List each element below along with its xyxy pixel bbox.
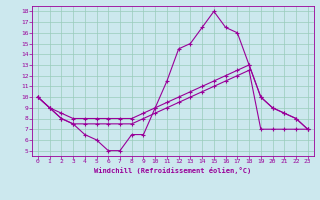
X-axis label: Windchill (Refroidissement éolien,°C): Windchill (Refroidissement éolien,°C) — [94, 167, 252, 174]
